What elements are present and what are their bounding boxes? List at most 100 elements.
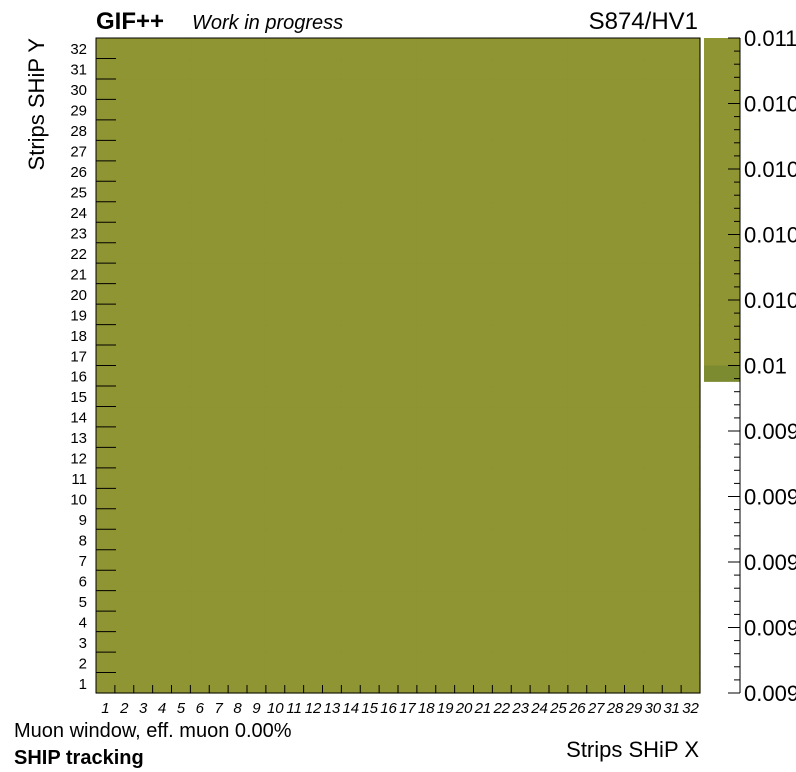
heatmap-cell bbox=[662, 99, 682, 121]
heatmap-cell bbox=[416, 529, 437, 551]
heatmap-cell bbox=[171, 38, 191, 60]
heatmap-cell bbox=[454, 590, 475, 612]
heatmap-cell bbox=[379, 140, 399, 162]
heatmap-cell bbox=[209, 590, 229, 612]
heatmap-cell bbox=[96, 631, 116, 653]
heatmap-cell bbox=[567, 78, 588, 101]
heatmap-cell bbox=[586, 467, 607, 489]
heatmap-cell bbox=[228, 140, 248, 162]
heatmap-cell bbox=[341, 672, 361, 694]
heatmap-cell bbox=[228, 38, 248, 60]
heatmap-cell bbox=[492, 488, 512, 510]
heatmap-cell bbox=[398, 181, 418, 203]
heatmap-cell bbox=[133, 611, 154, 633]
heatmap-cell bbox=[567, 447, 588, 469]
x-tick-label: 30 bbox=[644, 700, 661, 717]
heatmap-cell bbox=[190, 201, 210, 223]
heatmap-cell bbox=[341, 78, 361, 101]
heatmap-cell bbox=[454, 78, 475, 101]
heatmap-cell bbox=[416, 222, 437, 244]
heatmap-cell bbox=[530, 611, 550, 633]
heatmap-cell bbox=[152, 263, 173, 285]
heatmap-cell bbox=[473, 283, 493, 305]
heatmap-cell bbox=[643, 672, 663, 694]
heatmap-cell bbox=[96, 549, 116, 571]
heatmap-cell bbox=[549, 488, 569, 510]
heatmap-cell bbox=[662, 140, 682, 162]
heatmap-cell bbox=[284, 99, 305, 121]
heatmap-cell bbox=[284, 529, 305, 551]
heatmap-cell bbox=[624, 58, 644, 80]
heatmap-cell bbox=[114, 283, 135, 305]
heatmap-cell bbox=[605, 99, 626, 121]
heatmap-cell bbox=[171, 304, 191, 326]
heatmap-cell bbox=[473, 365, 493, 387]
heatmap-cell bbox=[171, 99, 191, 121]
heatmap-cell bbox=[624, 385, 644, 408]
heatmap-cell bbox=[379, 181, 399, 203]
heatmap-cell bbox=[228, 324, 248, 346]
heatmap-cell bbox=[398, 283, 418, 305]
heatmap-cell bbox=[586, 345, 607, 367]
x-tick-label: 22 bbox=[492, 700, 510, 717]
heatmap-cell bbox=[530, 242, 550, 264]
heatmap-cell bbox=[303, 467, 324, 489]
heatmap-cell bbox=[681, 631, 701, 653]
heatmap-cell bbox=[190, 140, 210, 162]
heatmap-cell bbox=[567, 549, 588, 571]
heatmap-cell bbox=[133, 447, 154, 469]
color-scale-label: 0.010 bbox=[744, 157, 796, 182]
heatmap-cell bbox=[360, 652, 380, 674]
heatmap-cell bbox=[133, 283, 154, 305]
color-scale-label: 0.011 bbox=[744, 26, 796, 51]
heatmap-cell bbox=[643, 488, 663, 510]
heatmap-cell bbox=[228, 385, 248, 408]
heatmap-cell bbox=[133, 631, 154, 653]
heatmap-cell bbox=[416, 119, 437, 141]
heatmap-cell bbox=[322, 181, 342, 203]
heatmap-cell bbox=[228, 78, 248, 101]
heatmap-cell bbox=[567, 345, 588, 367]
x-axis: 1 2 3 4 5 6 7 8 9 10 11 12 13 14 15 16 17 18 19 20 21 22 23 24 2… bbox=[101, 685, 701, 717]
heatmap-cell bbox=[303, 119, 324, 141]
heatmap-cell bbox=[322, 78, 342, 101]
heatmap-cell bbox=[662, 426, 682, 448]
heatmap-cell bbox=[114, 549, 135, 571]
heatmap-cell bbox=[322, 406, 342, 428]
heatmap-cell bbox=[435, 222, 456, 244]
heatmap-cell bbox=[624, 467, 644, 489]
heatmap-cell bbox=[322, 508, 342, 530]
heatmap-cell bbox=[152, 140, 173, 162]
heatmap-cell bbox=[133, 263, 154, 285]
color-scale-fill bbox=[704, 38, 740, 366]
heatmap-cell bbox=[341, 447, 361, 469]
heatmap-cell bbox=[662, 201, 682, 223]
heatmap-cell bbox=[549, 508, 569, 530]
heatmap-cell bbox=[209, 385, 229, 408]
heatmap-cell bbox=[247, 119, 267, 141]
heatmap-cell bbox=[454, 201, 475, 223]
heatmap-cell bbox=[379, 672, 399, 694]
heatmap-cell bbox=[511, 652, 531, 674]
heatmap-cell bbox=[171, 345, 191, 367]
heatmap-cell bbox=[662, 385, 682, 408]
heatmap-cell bbox=[228, 488, 248, 510]
heatmap-cell bbox=[681, 508, 701, 530]
x-tick-label: 14 bbox=[342, 700, 359, 717]
heatmap-cell bbox=[662, 345, 682, 367]
heatmap-cell bbox=[549, 78, 569, 101]
heatmap-cell bbox=[190, 58, 210, 80]
heatmap-cell bbox=[265, 672, 286, 694]
heatmap-cell bbox=[605, 467, 626, 489]
heatmap-cell bbox=[549, 283, 569, 305]
heatmap-cell bbox=[567, 488, 588, 510]
heatmap-cell bbox=[398, 365, 418, 387]
heatmap-cell bbox=[416, 570, 437, 592]
heatmap-cell bbox=[247, 570, 267, 592]
heatmap-cell bbox=[567, 631, 588, 653]
heatmap-cell bbox=[228, 99, 248, 121]
heatmap-cell bbox=[454, 242, 475, 264]
heatmap-cell bbox=[416, 242, 437, 264]
heatmap-cell bbox=[567, 58, 588, 80]
heatmap-cell bbox=[379, 611, 399, 633]
